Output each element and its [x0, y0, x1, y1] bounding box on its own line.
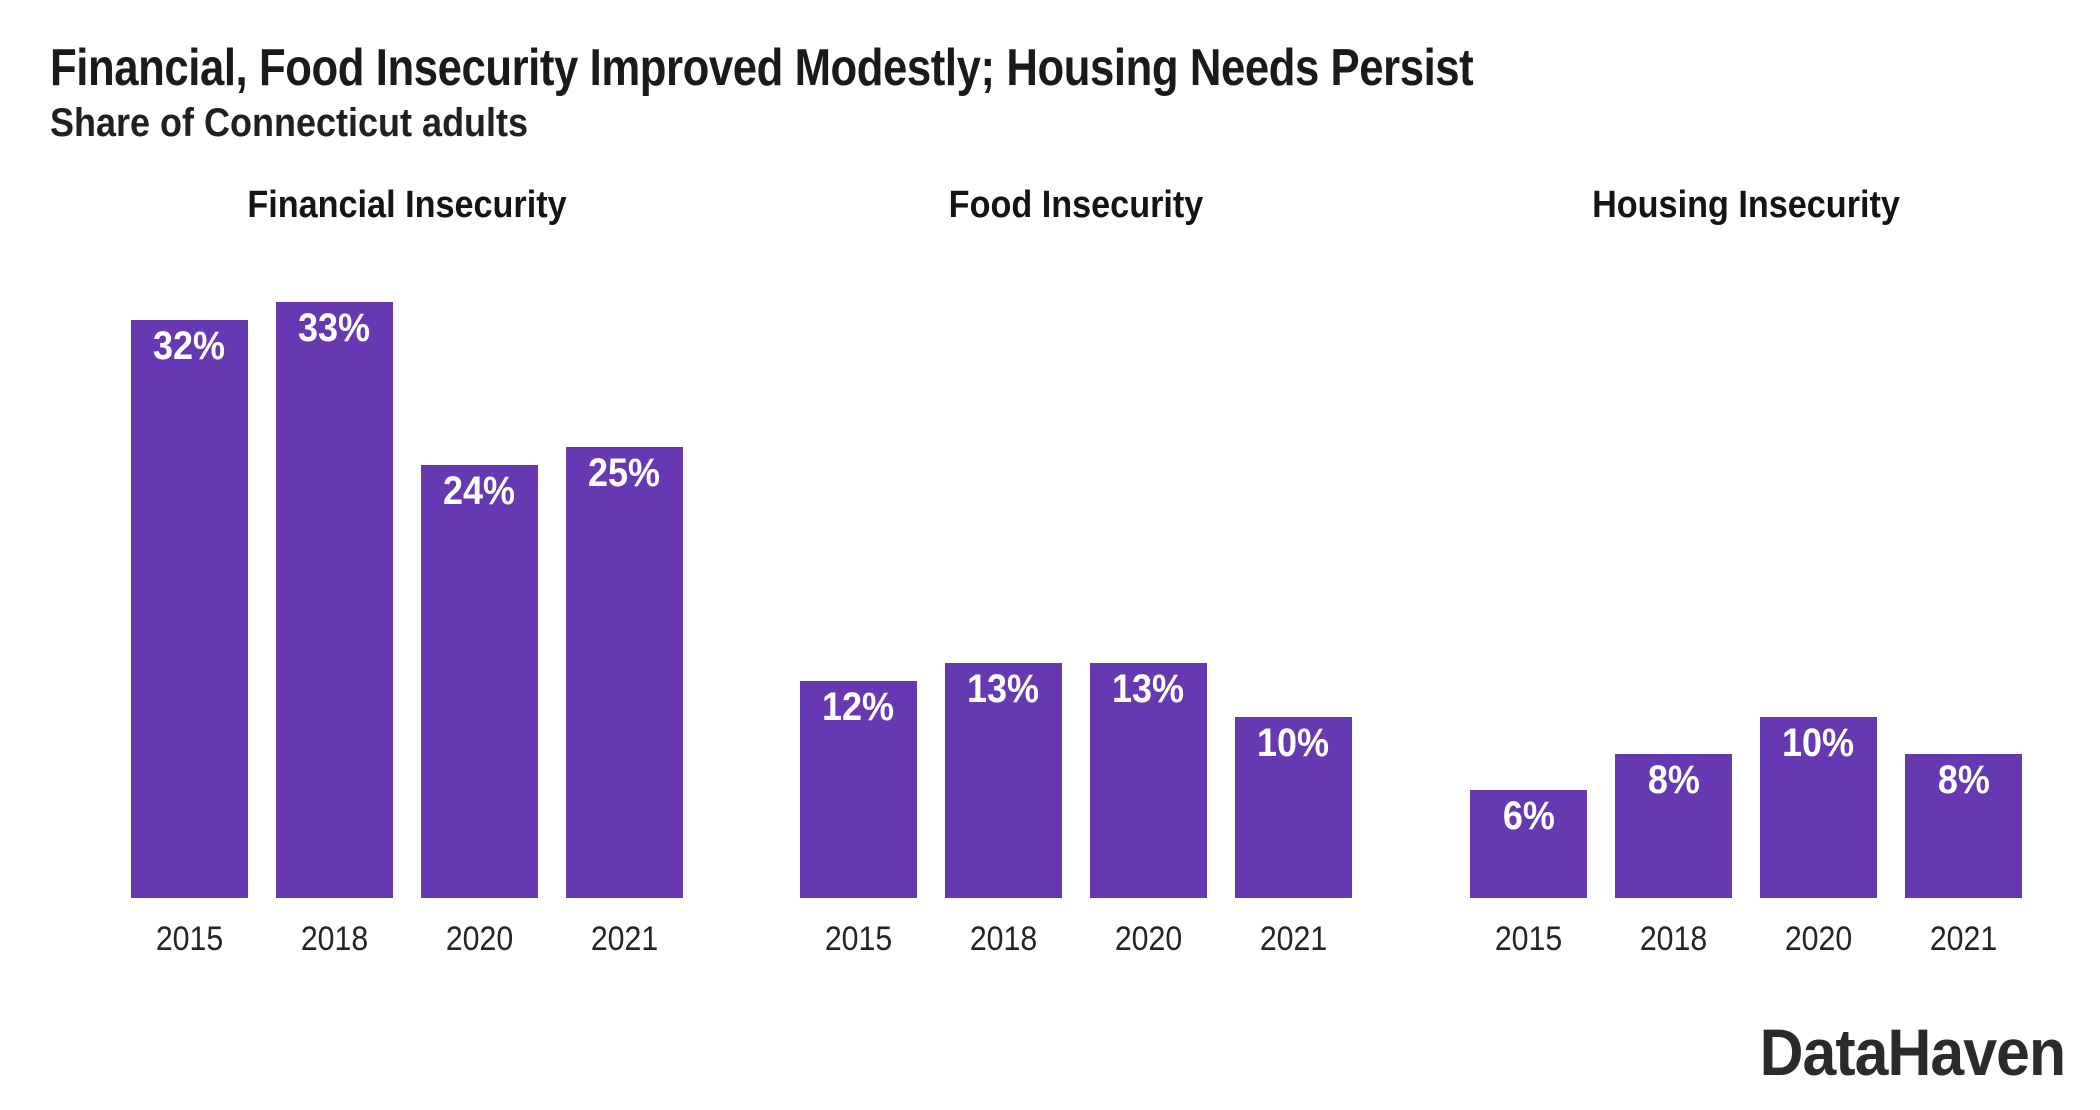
year-label: 2020 [1784, 920, 1853, 958]
bar: 12% [800, 681, 917, 898]
bar-value-label: 6% [1502, 794, 1555, 838]
bar: 24% [421, 465, 538, 898]
datahaven-logo: DataHaven [1759, 1015, 2066, 1089]
year-label: 2015 [155, 920, 224, 958]
bar-value-label: 8% [1647, 758, 1700, 802]
bar: 8% [1905, 754, 2022, 898]
bar-value-label: 13% [967, 667, 1040, 711]
bar-value-label: 24% [443, 469, 516, 513]
year-label: 2021 [1259, 920, 1328, 958]
year-label: 2018 [1639, 920, 1708, 958]
year-label: 2021 [1929, 920, 1998, 958]
bar-value-label: 32% [153, 324, 226, 368]
chart-subtitle: Share of Connecticut adults [50, 101, 529, 145]
bar: 10% [1235, 717, 1352, 898]
bar: 6% [1470, 790, 1587, 898]
year-label: 2020 [445, 920, 514, 958]
year-label: 2015 [824, 920, 893, 958]
bar: 13% [945, 663, 1062, 898]
bar-value-label: 8% [1937, 758, 1990, 802]
bar-value-label: 10% [1782, 721, 1855, 765]
year-label: 2020 [1114, 920, 1183, 958]
year-label: 2018 [300, 920, 369, 958]
panel-heading: Housing Insecurity [1592, 184, 1900, 226]
year-label: 2018 [969, 920, 1038, 958]
bar: 10% [1760, 717, 1877, 898]
panel-heading: Food Insecurity [948, 184, 1204, 226]
year-label: 2021 [590, 920, 659, 958]
bar-value-label: 12% [822, 685, 895, 729]
bar: 25% [566, 447, 683, 898]
year-label: 2015 [1494, 920, 1563, 958]
bar: 13% [1090, 663, 1207, 898]
bar-value-label: 13% [1112, 667, 1185, 711]
panel-heading: Financial Insecurity [247, 184, 567, 226]
chart-title: Financial, Food Insecurity Improved Mode… [50, 39, 1474, 97]
bar: 33% [276, 302, 393, 898]
bar-value-label: 25% [588, 451, 661, 495]
bar: 32% [131, 320, 248, 898]
bar-value-label: 10% [1257, 721, 1330, 765]
bar-value-label: 33% [298, 306, 371, 350]
bar: 8% [1615, 754, 1732, 898]
